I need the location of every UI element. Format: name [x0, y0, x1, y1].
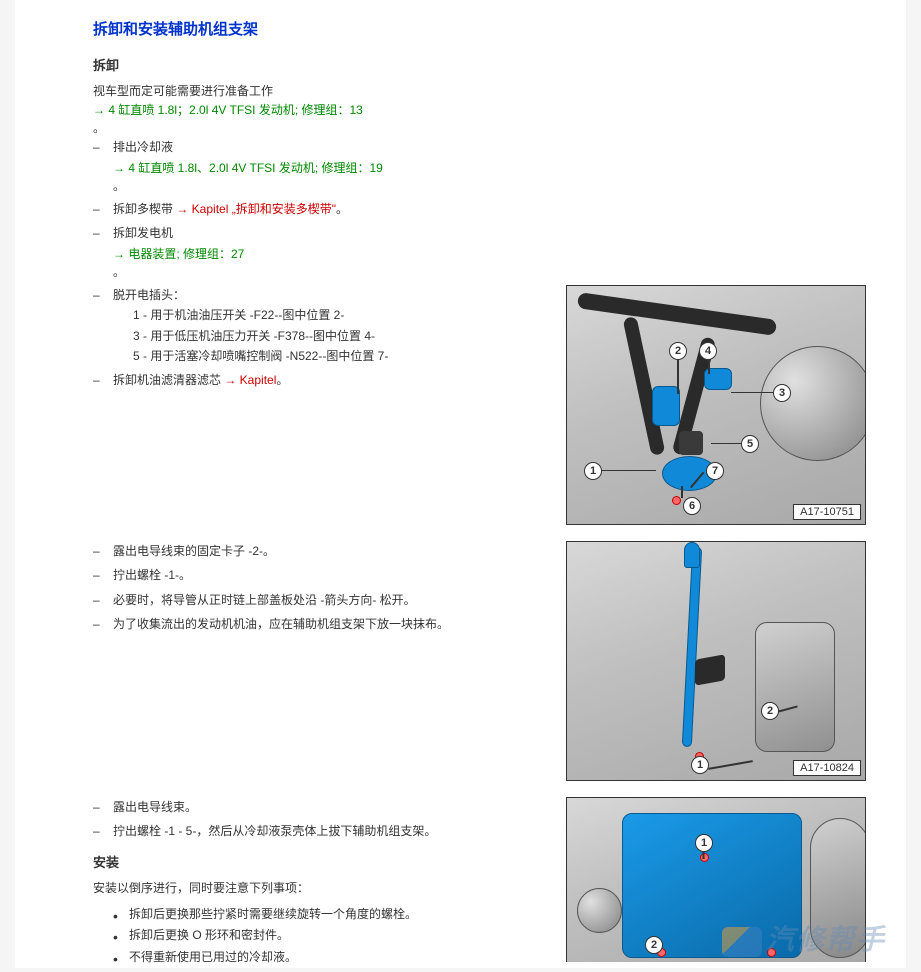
plug-item: 3 - 用于低压机油压力开关 -F378--图中位置 4-: [133, 326, 546, 346]
list-item: 拧出螺栓 -1 - 5-，然后从冷却液泵壳体上拔下辅助机组支架。: [93, 821, 546, 841]
list-item: 排出冷却液 → 4 缸直喷 1.8l、2.0l 4V TFSI 发动机; 修理组…: [93, 137, 866, 195]
list-item: 拧出螺栓 -1-。: [93, 565, 546, 585]
list-item: 拆卸后更换 O 形环和密封件。: [113, 925, 546, 947]
remove-steps-list: 排出冷却液 → 4 缸直喷 1.8l、2.0l 4V TFSI 发动机; 修理组…: [93, 137, 866, 281]
coolant-link[interactable]: → 4 缸直喷 1.8l、2.0l 4V TFSI 发动机; 修理组：19: [113, 161, 383, 175]
generator-link[interactable]: → 电器装置; 修理组：27: [113, 247, 244, 261]
list-item: 露出电导线束。: [93, 797, 546, 817]
plug-step: 脱开电插头： 1 - 用于机油油压开关 -F22--图中位置 2- 3 - 用于…: [93, 285, 546, 391]
callout-5: 5: [741, 435, 759, 453]
list-item: 为了收集流出的发动机机油，应在辅助机组支架下放一块抹布。: [93, 614, 546, 634]
section-2: 露出电导线束的固定卡子 -2-。 拧出螺栓 -1-。 必要时，将导管从正时链上部…: [93, 541, 866, 781]
watermark: 汽修帮手: [722, 918, 886, 958]
plug-list: 1 - 用于机油油压开关 -F22--图中位置 2- 3 - 用于低压机油压力开…: [113, 305, 546, 366]
callout-1: 1: [691, 756, 709, 774]
callout-6: 6: [683, 497, 701, 515]
callout-7: 7: [706, 462, 724, 480]
prep-link[interactable]: → 4 缸直喷 1.8l；2.0l 4V TFSI 发动机; 修理组：13: [93, 101, 866, 120]
list-item: 脱开电插头： 1 - 用于机油油压开关 -F22--图中位置 2- 3 - 用于…: [93, 285, 546, 367]
callout-1: 1: [695, 834, 713, 852]
callout-3: 3: [773, 384, 791, 402]
steps-3-list: 露出电导线束。 拧出螺栓 -1 - 5-，然后从冷却液泵壳体上拔下辅助机组支架。: [93, 797, 546, 842]
callout-2: 2: [645, 936, 663, 954]
list-item: 拆卸多楔带 → Kapitel „拆卸和安装多楔带"。: [93, 199, 866, 219]
plug-item: 5 - 用于活塞冷却喷嘴控制阀 -N522--图中位置 7-: [133, 346, 546, 366]
dot-sep: 。: [93, 120, 866, 137]
diagram-label: A17-10824: [793, 760, 861, 776]
document-page: 拆卸和安装辅助机组支架 拆卸 视车型而定可能需要进行准备工作 → 4 缸直喷 1…: [15, 0, 906, 968]
intro-text: 视车型而定可能需要进行准备工作: [93, 82, 866, 101]
list-item: 拆卸机油滤清器滤芯 → Kapitel。: [93, 370, 546, 390]
section-install-heading: 安装: [93, 852, 546, 871]
callout-2: 2: [669, 342, 687, 360]
callout-2: 2: [761, 702, 779, 720]
install-bullets: 拆卸后更换那些拧紧时需要继续旋转一个角度的螺栓。 拆卸后更换 O 形环和密封件。…: [93, 904, 546, 969]
callout-1: 1: [584, 462, 602, 480]
section-1: 脱开电插头： 1 - 用于机油油压开关 -F22--图中位置 2- 3 - 用于…: [93, 285, 866, 525]
filter-link[interactable]: → Kapitel: [224, 373, 276, 387]
section-remove-heading: 拆卸: [93, 55, 866, 74]
page-title: 拆卸和安装辅助机组支架: [93, 18, 866, 39]
belt-link[interactable]: → Kapitel „拆卸和安装多楔带": [176, 202, 336, 216]
list-item: 必要时，将导管从正时链上部盖板处沿 -箭头方向- 松开。: [93, 590, 546, 610]
callout-4: 4: [699, 342, 717, 360]
list-item: 露出电导线束的固定卡子 -2-。: [93, 541, 546, 561]
diagram-label: A17-10751: [793, 504, 861, 520]
diagram-1: A17-10751 1 2 3 4 5 67: [566, 285, 866, 525]
watermark-icon: [722, 927, 762, 957]
steps-2-list: 露出电导线束的固定卡子 -2-。 拧出螺栓 -1-。 必要时，将导管从正时链上部…: [93, 541, 546, 635]
install-intro: 安装以倒序进行，同时要注意下列事项：: [93, 879, 546, 898]
diagram-2: A17-10824 1 2: [566, 541, 866, 781]
list-item: 拆卸发电机 → 电器装置; 修理组：27 。: [93, 223, 866, 281]
list-item: 不得重新使用已用过的冷却液。: [113, 947, 546, 969]
plug-item: 1 - 用于机油油压开关 -F22--图中位置 2-: [133, 305, 546, 325]
list-item: 拆卸后更换那些拧紧时需要继续旋转一个角度的螺栓。: [113, 904, 546, 926]
